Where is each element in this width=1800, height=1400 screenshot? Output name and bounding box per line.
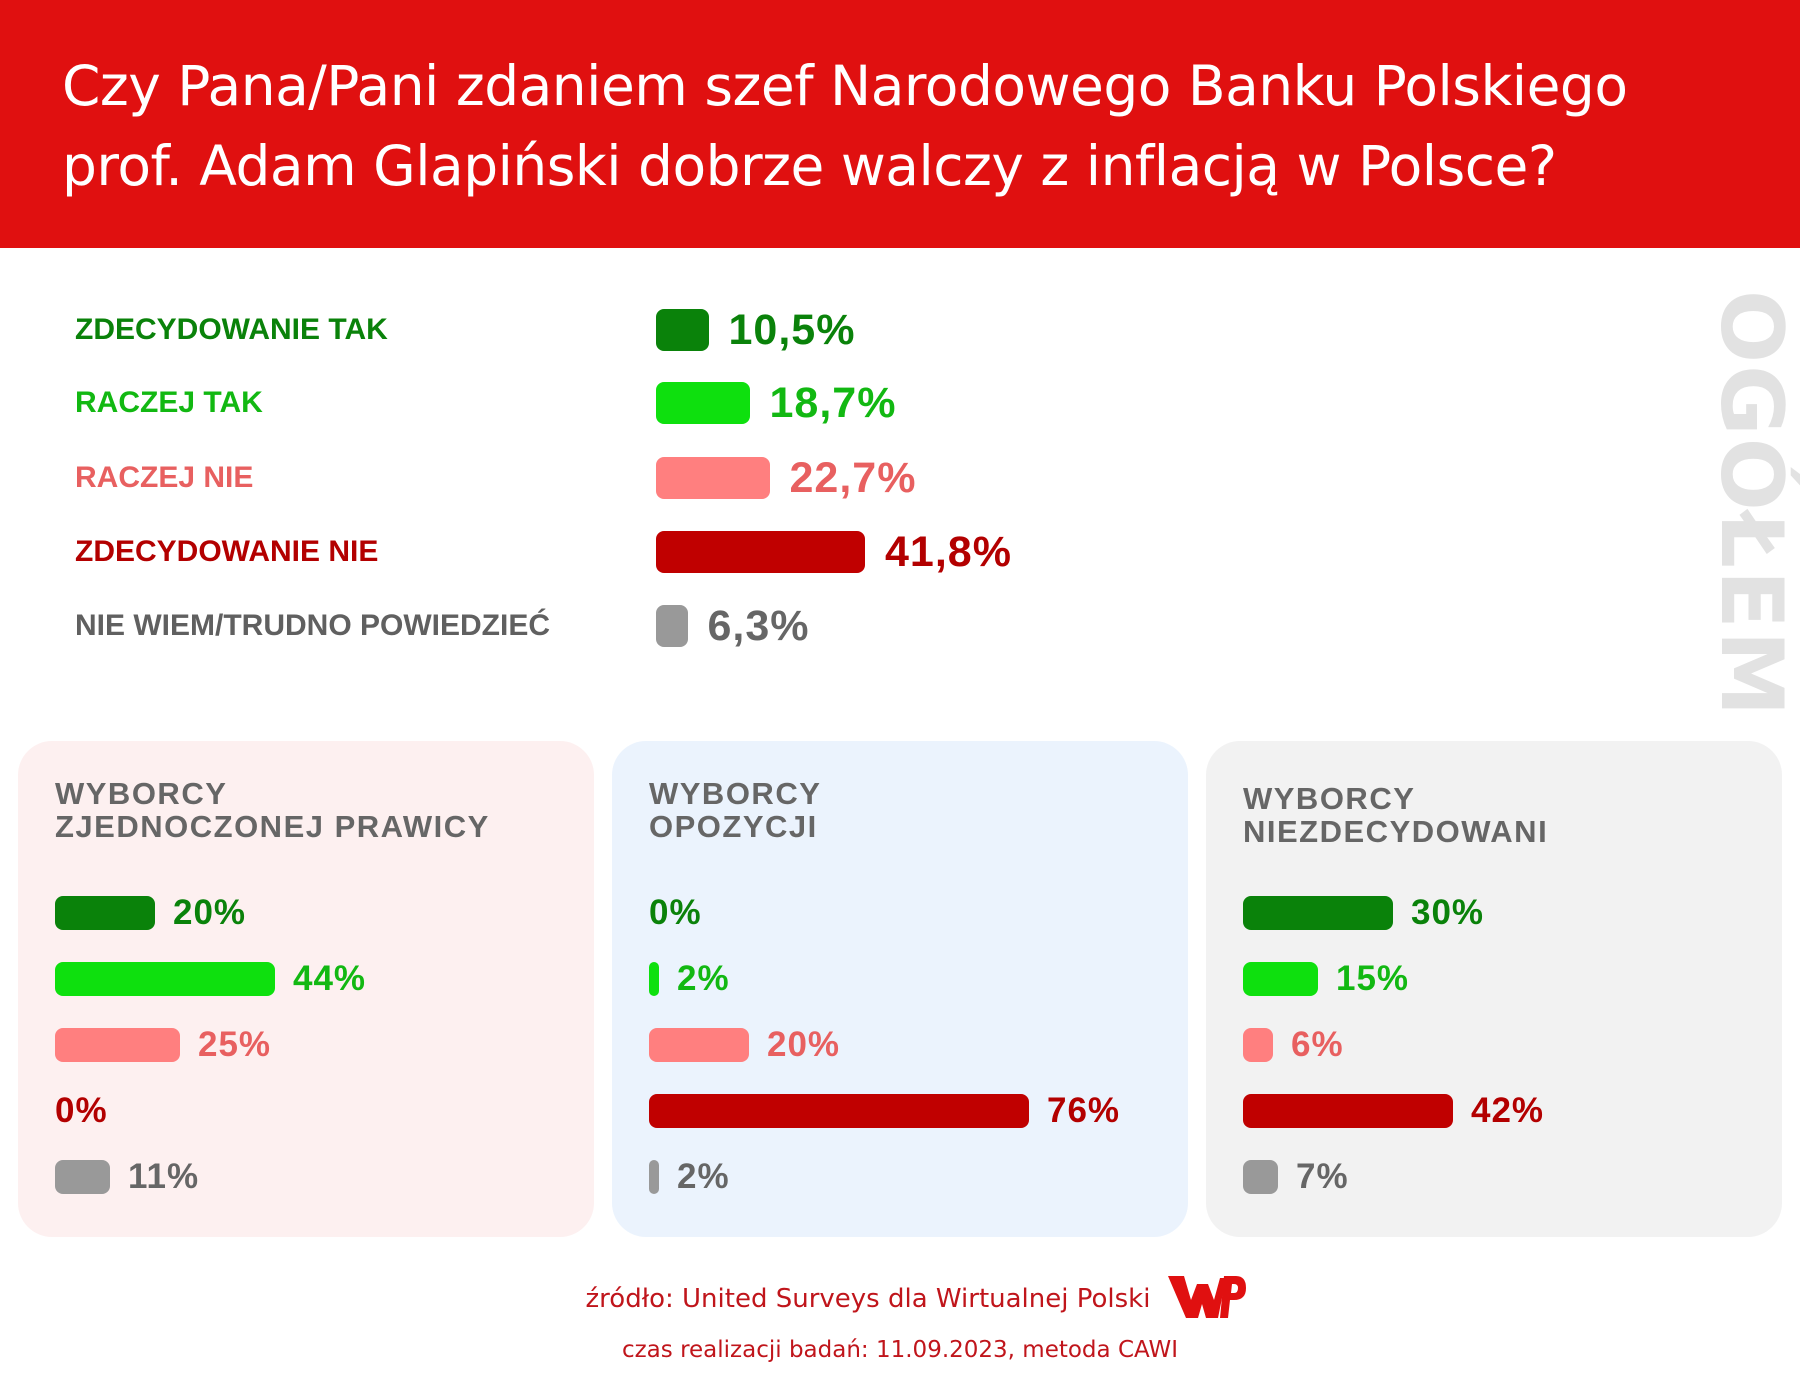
overall-row-raczej-nie: RACZEJ NIE 22,7% [0, 448, 1800, 508]
panel-value-raczej-tak: 44% [293, 959, 367, 998]
source-note: źródło: United Surveys dla Wirtualnej Po… [0, 1279, 1800, 1319]
overall-value-zdecydowanie-tak: 10,5% [728, 306, 856, 354]
panel-row-raczej-nie: 25% [55, 1020, 575, 1070]
overall-value-raczej-tak: 18,7% [769, 379, 897, 427]
wp-logo-w [1168, 1276, 1226, 1318]
panel-value-nie-wiem: 11% [128, 1157, 200, 1196]
panel-row-zdecydowanie-tak: 20% [55, 888, 575, 938]
panel-value-zdecydowanie-nie: 0% [55, 1091, 108, 1130]
panel-bar-raczej-nie [1243, 1028, 1273, 1062]
panel-bar-raczej-nie [649, 1028, 749, 1062]
overall-bar-raczej-tak [656, 382, 750, 424]
panel-row-zdecydowanie-tak: 30% [1243, 888, 1763, 938]
panel-bar-raczej-nie [55, 1028, 180, 1062]
panel-bar-zdecydowanie-tak [1243, 896, 1393, 930]
panel-row-zdecydowanie-tak: 0% [649, 888, 1169, 938]
panel-row-zdecydowanie-nie: 42% [1243, 1086, 1763, 1136]
overall-row-nie-wiem: NIE WIEM/TRUDNO POWIEDZIEĆ 6,3% [0, 596, 1800, 656]
panel-title-line-2: NIEZDECYDOWANI [1243, 814, 1549, 849]
overall-value-zdecydowanie-nie: 41,8% [885, 528, 1012, 576]
source-date: czas realizacji badań: 11.09.2023, metod… [621, 1337, 1179, 1363]
panel-value-zdecydowanie-nie: 42% [1471, 1091, 1545, 1130]
panel-row-nie-wiem: 7% [1243, 1152, 1763, 1202]
panel-row-nie-wiem: 2% [649, 1152, 1169, 1202]
category-label-zdecydowanie-tak: ZDECYDOWANIE TAK [75, 313, 388, 346]
panel-bar-nie-wiem [55, 1160, 110, 1194]
panel-value-raczej-nie: 6% [1291, 1025, 1344, 1064]
panel-bar-zdecydowanie-nie [1243, 1094, 1453, 1128]
panel-opozycja: WYBORCY OPOZYCJI 0% 2% 20% 76% 2% [612, 741, 1188, 1237]
panel-title-line-2: ZJEDNOCZONEJ PRAWICY [55, 809, 490, 844]
category-label-zdecydowanie-nie: ZDECYDOWANIE NIE [75, 535, 379, 568]
panel-row-nie-wiem: 11% [55, 1152, 575, 1202]
category-label-raczej-tak: RACZEJ TAK [75, 386, 263, 419]
wp-logo-p [1220, 1276, 1246, 1318]
panel-title-line-1: WYBORCY [1243, 781, 1416, 816]
title-line-1: Czy Pana/Pani zdaniem szef Narodowego Ba… [62, 54, 1628, 118]
panel-row-zdecydowanie-nie: 76% [649, 1086, 1169, 1136]
panel-title: WYBORCY NIEZDECYDOWANI [1243, 782, 1548, 848]
panel-value-raczej-tak: 2% [677, 959, 730, 998]
category-label-raczej-nie: RACZEJ NIE [75, 461, 254, 494]
panel-bar-raczej-tak [55, 962, 275, 996]
panel-value-raczej-nie: 20% [767, 1025, 841, 1064]
panel-value-zdecydowanie-tak: 0% [649, 893, 702, 932]
panel-title-line-2: OPOZYCJI [649, 809, 818, 844]
panel-title-line-1: WYBORCY [649, 776, 822, 811]
overall-bar-zdecydowanie-tak [656, 309, 709, 351]
overall-row-raczej-tak: RACZEJ TAK 18,7% [0, 373, 1800, 433]
panel-title: WYBORCY OPOZYCJI [649, 777, 821, 843]
header-banner: Czy Pana/Pani zdaniem szef Narodowego Ba… [0, 0, 1800, 248]
panel-value-zdecydowanie-tak: 30% [1411, 893, 1485, 932]
panel-bar-raczej-tak [1243, 962, 1318, 996]
side-label-overall: OGÓŁEM [1701, 290, 1800, 719]
source-text: źródło: United Surveys dla Wirtualnej Po… [585, 1284, 1151, 1314]
panel-bar-nie-wiem [649, 1160, 659, 1194]
panel-value-raczej-tak: 15% [1336, 959, 1410, 998]
overall-bar-raczej-nie [656, 457, 770, 499]
panel-bar-zdecydowanie-nie [649, 1094, 1029, 1128]
panel-row-raczej-nie: 6% [1243, 1020, 1763, 1070]
panel-row-raczej-tak: 15% [1243, 954, 1763, 1004]
panel-value-zdecydowanie-nie: 76% [1047, 1091, 1121, 1130]
wp-logo-icon [1168, 1276, 1246, 1318]
panel-value-nie-wiem: 7% [1296, 1157, 1349, 1196]
chart-title: Czy Pana/Pani zdaniem szef Narodowego Ba… [62, 46, 1762, 206]
panel-bar-zdecydowanie-tak [55, 896, 155, 930]
panel-prawica: WYBORCY ZJEDNOCZONEJ PRAWICY 20% 44% 25% 0% 11… [18, 741, 594, 1237]
panel-row-raczej-tak: 2% [649, 954, 1169, 1004]
panel-row-raczej-tak: 44% [55, 954, 575, 1004]
overall-value-nie-wiem: 6,3% [707, 602, 810, 650]
panel-row-zdecydowanie-nie: 0% [55, 1086, 575, 1136]
panel-row-raczej-nie: 20% [649, 1020, 1169, 1070]
panel-value-raczej-nie: 25% [198, 1025, 272, 1064]
overall-row-zdecydowanie-tak: ZDECYDOWANIE TAK 10,5% [0, 300, 1800, 360]
overall-bar-nie-wiem [656, 605, 688, 647]
panel-bar-nie-wiem [1243, 1160, 1278, 1194]
overall-bar-zdecydowanie-nie [656, 531, 865, 573]
panel-value-zdecydowanie-tak: 20% [173, 893, 247, 932]
panel-niezdecydowani: WYBORCY NIEZDECYDOWANI 30% 15% 6% 42% 7% [1206, 741, 1782, 1237]
panel-value-nie-wiem: 2% [677, 1157, 730, 1196]
overall-row-zdecydowanie-nie: ZDECYDOWANIE NIE 41,8% [0, 522, 1800, 582]
panel-title: WYBORCY ZJEDNOCZONEJ PRAWICY [55, 777, 490, 843]
category-label-nie-wiem: NIE WIEM/TRUDNO POWIEDZIEĆ [75, 609, 550, 642]
title-line-2: prof. Adam Glapiński dobrze walczy z inf… [62, 134, 1557, 198]
panel-bar-raczej-tak [649, 962, 659, 996]
panel-title-line-1: WYBORCY [55, 776, 228, 811]
overall-value-raczej-nie: 22,7% [789, 454, 917, 502]
